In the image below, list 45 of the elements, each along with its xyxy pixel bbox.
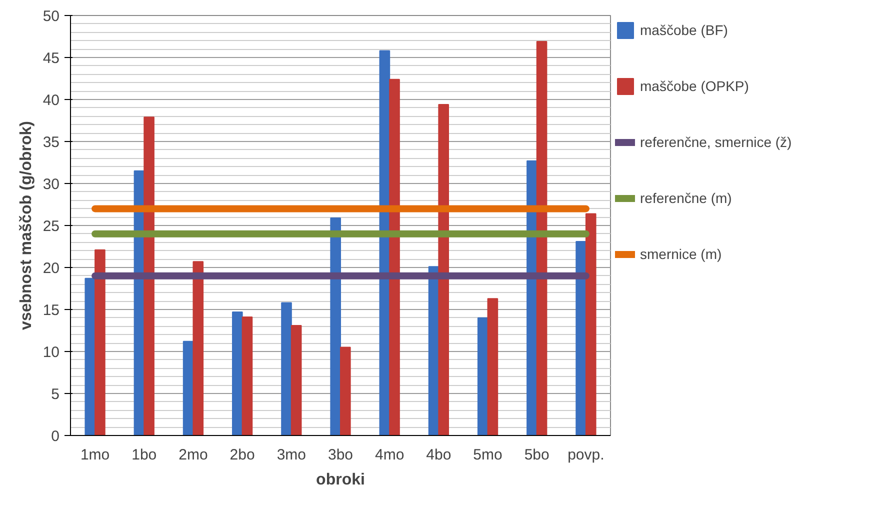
y-tick-label: 10 [42,344,60,361]
x-tick-label: 1mo [80,446,110,464]
y-tick-label: 0 [51,428,60,445]
y-axis-title: vsebnost maščob (g/obrok) [18,121,35,330]
legend-label: smernice (m) [640,246,722,262]
x-axis-title: obroki [316,472,365,488]
legend-label: maščobe (BF) [640,22,728,38]
bar [290,324,302,436]
y-tick-label: 45 [42,50,60,67]
y-tick-label: 50 [42,8,60,25]
x-tick-label: 3mo [276,446,306,464]
bar [487,298,498,436]
y-tick-label: 30 [42,176,60,193]
bar [192,261,204,436]
legend-label: referenčne, smernice (ž) [640,134,792,150]
x-tick-label: 5bo [524,446,550,464]
bar [340,346,351,436]
bar [232,312,243,436]
bar [144,116,154,436]
x-tick-label: 2mo [178,446,208,464]
bar [242,316,253,436]
y-tick-label: 20 [42,260,60,277]
x-tick-label: 4mo [375,446,404,464]
x-tick-label: povp. [568,446,604,464]
y-tick-label: 5 [51,386,60,403]
bar [585,213,596,436]
bar [438,104,449,436]
bar [330,217,341,436]
y-tick-label: 25 [42,218,60,235]
x-tick-label: 3bo [328,446,354,464]
y-tick-label: 40 [42,92,60,109]
x-tick-label: 2bo [230,446,255,464]
x-tick-label: 4bo [426,446,452,464]
bar [389,78,400,436]
bar [84,278,96,436]
x-tick-label: 1bo [132,446,157,464]
bar [477,317,488,436]
bar [281,302,292,436]
bar [94,249,106,436]
y-tick-label: 15 [42,302,60,319]
y-tick-label: 35 [42,134,60,151]
x-tick-label: 5mo [473,446,502,464]
bar [536,41,548,436]
legend-label: referenčne (m) [640,190,732,206]
legend-label: maščobe (OPKP) [640,78,749,94]
